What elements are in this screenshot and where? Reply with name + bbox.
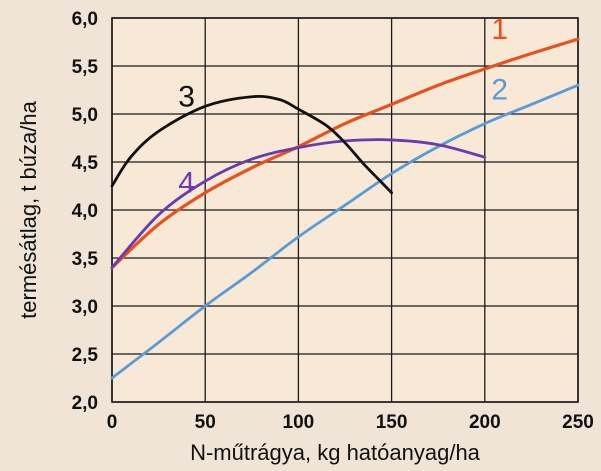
- x-tick-label: 200: [469, 412, 501, 433]
- y-tick-label: 2,0: [72, 393, 98, 414]
- y-tick-label: 4,0: [72, 201, 98, 222]
- series-line-4: [110, 138, 487, 269]
- x-tick-label: 50: [195, 412, 216, 433]
- series-label-4: 4: [178, 167, 195, 200]
- series-line-3: [110, 95, 393, 195]
- series-line-1: [110, 37, 580, 270]
- series-label-1: 1: [491, 13, 508, 46]
- y-tick-label: 4,5: [72, 153, 99, 174]
- series-line-2: [110, 83, 580, 380]
- x-tick-label: 0: [107, 412, 118, 433]
- y-tick-label: 3,0: [72, 297, 98, 318]
- y-tick-label: 2,5: [72, 345, 99, 366]
- x-tick-label: 250: [562, 412, 594, 433]
- x-axis-title: N-műtrágya, kg hatóanyag/ha: [190, 440, 481, 465]
- plot-frame: [111, 17, 579, 403]
- series-label-2: 2: [491, 74, 508, 107]
- y-tick-label: 6,0: [72, 9, 98, 30]
- y-axis-title: termésátlag, t búza/ha: [16, 100, 41, 318]
- y-tick-label: 5,5: [72, 57, 99, 78]
- x-tick-label: 150: [376, 412, 408, 433]
- y-tick-label: 5,0: [72, 105, 98, 126]
- y-tick-label: 3,5: [72, 249, 99, 270]
- series-label-3: 3: [178, 80, 195, 113]
- x-tick-label: 100: [283, 412, 315, 433]
